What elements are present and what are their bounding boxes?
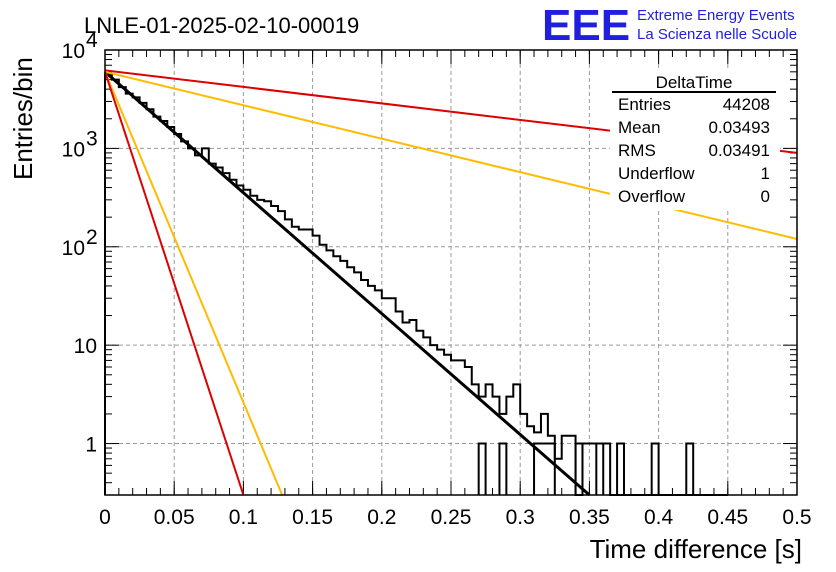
series-line-2 — [104, 70, 798, 240]
x-tick-label: 0.5 — [782, 506, 811, 529]
stats-value-rms: 0.03491 — [709, 141, 770, 160]
histogram-bin — [616, 442, 625, 495]
y-tick-label: 10 — [62, 138, 85, 161]
histogram-bin — [533, 442, 556, 495]
x-tick-label: 0.2 — [367, 506, 396, 529]
x-tick-label: 0.4 — [644, 506, 674, 529]
y-tick-label: 10 — [62, 237, 85, 260]
x-tick-label: 0 — [99, 506, 111, 529]
x-tick-label: 0.35 — [569, 506, 610, 529]
plot-area: 0 0.05 0.1 0.15 0.2 0.25 0.3 0.35 0.4 0.45 0.51101… — [62, 29, 812, 529]
x-tick-label: 0.15 — [292, 506, 333, 529]
chart-title: LNLE-01-2025-02-10-00019 — [84, 13, 359, 38]
y-tick-label: 10 — [62, 40, 85, 63]
histogram-bin — [477, 442, 487, 495]
logo-line-2: La Scienza nelle Scuole — [637, 26, 797, 43]
x-tick-label: 0.45 — [707, 506, 748, 529]
stats-box-background — [610, 70, 780, 210]
series-line-0 — [104, 70, 591, 497]
stats-label-underflow: Underflow — [618, 164, 695, 183]
y-axis-label: Entries/bin — [8, 57, 38, 180]
stats-value-overflow: 0 — [761, 187, 770, 206]
histogram-bin — [650, 442, 660, 495]
x-tick-label: 0.3 — [506, 506, 535, 529]
stats-label-mean: Mean — [618, 118, 661, 137]
histogram-bin — [685, 442, 695, 495]
logo-line-1: Extreme Energy Events — [637, 7, 795, 24]
series-line-4 — [104, 71, 245, 496]
stats-label-overflow: Overflow — [618, 187, 686, 206]
stats-box: DeltaTime Entries 44208 Mean 0.03493 RMS… — [610, 70, 780, 210]
y-tick-exponent: 2 — [86, 226, 98, 249]
plot-frame — [104, 49, 798, 496]
y-tick-exponent: 3 — [86, 127, 98, 150]
x-tick-label: 0.25 — [431, 506, 472, 529]
stats-label-rms: RMS — [618, 141, 656, 160]
logo: EEE Extreme Energy Events La Scienza nel… — [542, 1, 797, 50]
x-axis-label: Time difference [s] — [590, 534, 802, 564]
series-line-3 — [104, 71, 284, 496]
x-tick-label: 0.1 — [229, 506, 258, 529]
logo-eee: EEE — [542, 1, 630, 50]
x-tick-label: 0.05 — [154, 506, 195, 529]
histogram-bin — [574, 442, 584, 495]
stats-box-title: DeltaTime — [656, 73, 733, 92]
y-tick-exponent: 4 — [86, 29, 98, 52]
stats-label-entries: Entries — [618, 95, 671, 114]
stats-value-underflow: 1 — [761, 164, 770, 183]
y-tick-label: 10 — [74, 335, 97, 358]
histogram-bin — [595, 442, 605, 495]
histogram-bin — [498, 442, 508, 495]
y-tick-label: 1 — [85, 434, 97, 457]
stats-value-mean: 0.03493 — [709, 118, 770, 137]
stats-value-entries: 44208 — [723, 95, 770, 114]
